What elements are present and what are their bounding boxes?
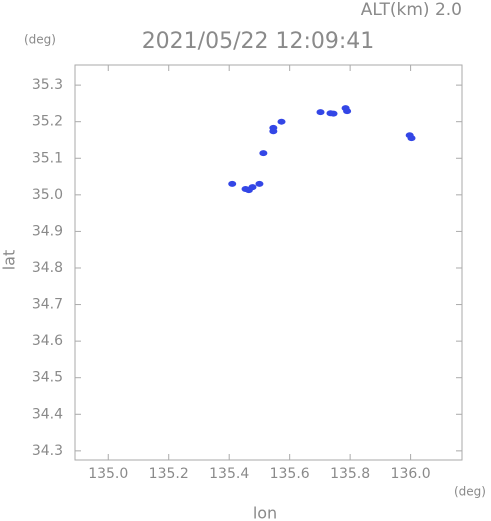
echo-point (259, 150, 268, 157)
y-tick-label: 35.0 (32, 187, 63, 203)
echo-point (248, 184, 257, 191)
x-tick-label: 135.6 (270, 466, 310, 482)
y-tick-label: 34.7 (32, 297, 63, 313)
echo-point (269, 124, 278, 131)
echo-point (343, 108, 352, 115)
echo-point (329, 110, 338, 117)
x-tick-label: 135.4 (209, 466, 249, 482)
x-unit: (deg) (454, 485, 486, 499)
x-tick-label: 135.0 (88, 466, 128, 482)
y-axis-label: lat (0, 250, 19, 271)
y-tick-label: 34.3 (32, 443, 63, 459)
x-tick-label: 135.8 (330, 466, 370, 482)
plot-frame (74, 64, 463, 461)
y-tick-label: 34.5 (32, 370, 63, 386)
echo-point (255, 180, 264, 187)
chart-subtitle: ALT(km) 2.0 (361, 0, 462, 20)
y-tick-label: 34.4 (32, 406, 63, 422)
chart-title: 2021/05/22 12:09:41 (142, 29, 375, 54)
x-axis-label: lon (253, 504, 277, 521)
x-tick-label: 135.2 (149, 466, 189, 482)
echo-point (316, 109, 325, 116)
y-tick-label: 34.8 (32, 260, 63, 276)
y-tick-label: 34.9 (32, 223, 63, 239)
y-tick-label: 35.3 (32, 77, 63, 93)
echo-point (277, 118, 286, 125)
x-tick-label: 136.0 (391, 466, 431, 482)
echo-point (407, 135, 416, 142)
echo-point (228, 180, 237, 187)
y-tick-label: 35.1 (32, 150, 63, 166)
y-unit: (deg) (24, 33, 56, 47)
y-tick-label: 35.2 (32, 114, 63, 130)
y-tick-label: 34.6 (32, 333, 63, 349)
